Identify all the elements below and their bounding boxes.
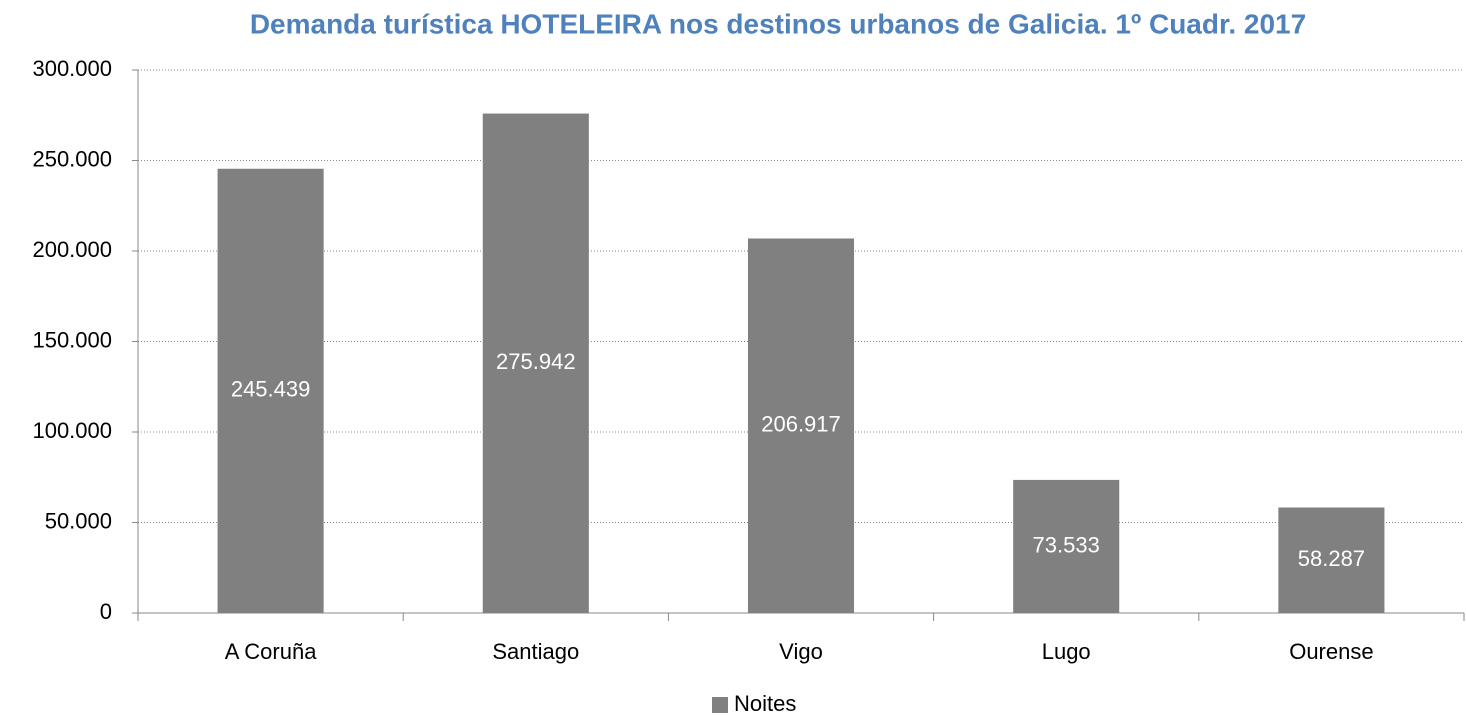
y-tick-label: 0 — [100, 599, 112, 624]
data-label: 245.439 — [231, 377, 311, 402]
x-tick-label: A Coruña — [225, 639, 317, 664]
bar — [217, 168, 324, 613]
x-tick-label: Santiago — [492, 639, 579, 664]
x-tick-label: Vigo — [779, 639, 823, 664]
y-tick-label: 300.000 — [32, 56, 112, 81]
y-tick-label: 100.000 — [32, 418, 112, 443]
bar — [747, 238, 855, 613]
x-tick-label: Lugo — [1042, 639, 1091, 664]
legend-swatch — [712, 697, 728, 713]
data-label: 73.533 — [1033, 532, 1100, 557]
y-tick-label: 250.000 — [32, 146, 112, 171]
y-tick-label: 50.000 — [45, 508, 112, 533]
chart-title: Demanda turística HOTELEIRA nos destinos… — [250, 8, 1306, 39]
bar — [482, 113, 589, 613]
bar — [1278, 507, 1385, 613]
y-tick-label: 150.000 — [32, 327, 112, 352]
x-tick-label: Ourense — [1289, 639, 1373, 664]
data-label: 206.917 — [761, 412, 841, 437]
data-label: 275.942 — [496, 349, 576, 374]
y-tick-label: 200.000 — [32, 237, 112, 262]
data-label: 58.287 — [1298, 546, 1365, 571]
bar — [1013, 479, 1120, 613]
legend-label: Noites — [734, 691, 796, 715]
